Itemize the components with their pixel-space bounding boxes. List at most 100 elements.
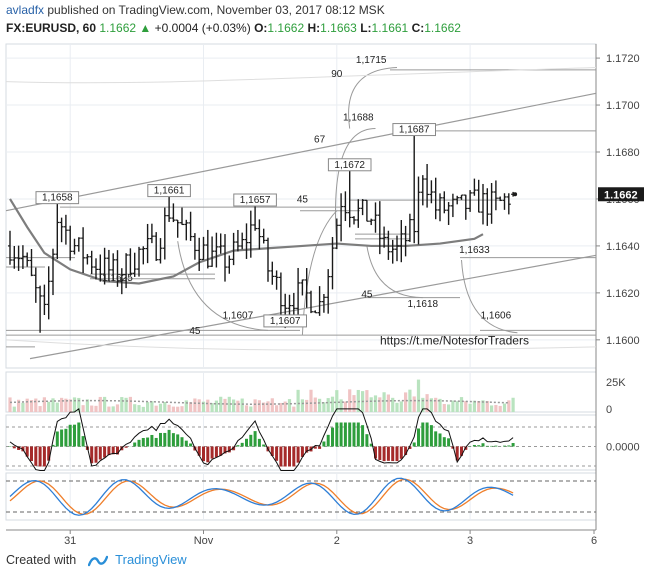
volume-bar [494, 404, 498, 412]
macd-histogram-bar [292, 446, 296, 467]
volume-bar [421, 397, 425, 412]
volume-bar [382, 392, 386, 412]
ohlc-bar [227, 255, 232, 274]
ohlc-bar [326, 269, 331, 314]
macd-histogram-bar [429, 425, 433, 447]
macd-histogram-bar [137, 439, 141, 447]
low-value: 1.1661 [371, 21, 409, 35]
macd-histogram-bar [68, 424, 72, 447]
volume-bar [103, 396, 107, 412]
volume-bar [77, 397, 81, 412]
macd-histogram-bar [38, 446, 42, 467]
price-label-box [263, 314, 307, 328]
ohlc-bar [304, 268, 309, 308]
macd-histogram-bar [189, 443, 193, 447]
publisher-username[interactable]: avladfx [6, 3, 45, 17]
angle-label: 45 [361, 290, 373, 301]
volume-bar [412, 396, 416, 412]
macd-histogram-bar [352, 422, 356, 447]
ohlc-bar [278, 272, 283, 315]
volume-bar [12, 406, 16, 412]
ohlc-bar [412, 135, 417, 244]
macd-histogram-bar [348, 422, 352, 447]
ohlc-bar [321, 293, 326, 313]
macd-histogram-bar [262, 444, 266, 447]
volume-bar [343, 401, 347, 412]
ohlc-bar [339, 193, 344, 242]
angle-arc [366, 245, 423, 299]
time-axis: 31 Nov 2 3 6 [6, 529, 597, 545]
macd-histogram-bar [171, 433, 175, 447]
ohlc-bar [403, 225, 408, 257]
macd-line [9, 408, 514, 471]
ohlc-bar [8, 230, 12, 265]
macd-histogram-bar [116, 446, 119, 455]
macd-histogram-bar [249, 434, 253, 447]
ohlc-bar [468, 190, 473, 212]
ohlc-bar [481, 183, 485, 225]
volume-bar [115, 404, 120, 412]
volume-bar [193, 398, 197, 412]
macd-histogram-bar [490, 445, 494, 447]
macd-histogram-bar [12, 446, 16, 449]
macd-histogram-bar [447, 438, 451, 447]
trend-channel-upper [5, 92, 597, 212]
macd-histogram-bar [206, 446, 210, 463]
volume-bar [502, 403, 507, 412]
grid-layer [5, 43, 597, 521]
footer: Created with TradingView [6, 552, 187, 568]
macd-histogram-bar [111, 446, 115, 455]
ohlc-bar [442, 191, 447, 214]
macd-histogram-bar [133, 442, 137, 447]
ohlc-bar [438, 193, 442, 222]
macd-histogram-bar [313, 446, 317, 449]
macd-histogram-bar [270, 446, 274, 457]
ohlc-bar [463, 194, 468, 220]
volume-bar [120, 397, 124, 412]
ohlc-bar [472, 178, 477, 196]
volume-bar [38, 406, 42, 412]
volume-bar [477, 401, 481, 412]
macd-histogram-bar [107, 446, 111, 456]
macd-histogram-bar [365, 434, 369, 447]
symbol-label: FX:EURUSD, 60 [6, 21, 97, 35]
price-axis-tick-label: 1.1680 [606, 147, 640, 159]
ohlc-bar [485, 188, 490, 226]
price-label-text: 1,1607 [223, 311, 254, 322]
volume-bar [275, 405, 279, 412]
volume-bar [51, 398, 55, 412]
volume-bar [305, 399, 309, 412]
ohlc-bar [119, 268, 124, 295]
volume-bar [60, 397, 64, 412]
ohlc-bar [446, 202, 451, 225]
price-label-box [35, 191, 80, 205]
volume-bar [429, 398, 433, 412]
ohlc-bar [145, 223, 150, 264]
time-axis-tick-label: 2 [334, 535, 340, 545]
angle-arc [461, 259, 518, 334]
volume-bar [490, 405, 494, 412]
ohlc-bar [33, 267, 38, 303]
volume-bar [339, 399, 343, 412]
volume-bar [369, 397, 373, 412]
ohlc-chart[interactable]: 1.17201.17001.16801.16601.16401.16201.16… [0, 0, 650, 545]
volume-bar [180, 406, 184, 412]
ohlc-bar [154, 232, 159, 261]
macd-histogram-bar [296, 446, 300, 463]
macd-histogram-bar [434, 431, 438, 447]
volume-bar [270, 398, 274, 412]
macd-histogram-bar [425, 422, 429, 447]
price-label-text: 1,1657 [240, 195, 271, 206]
macd-histogram-bar [331, 427, 334, 447]
volume-bar [451, 400, 455, 412]
macd-histogram-bar [81, 436, 85, 447]
envelope-line [5, 66, 597, 84]
ohlc-bar [89, 250, 94, 275]
macd-histogram-bar [318, 446, 322, 449]
volume-bar [42, 397, 46, 412]
time-axis-tick-label: Nov [194, 535, 214, 545]
tradingview-brand[interactable]: TradingView [115, 552, 187, 567]
volume-bar [72, 397, 77, 412]
macd-histogram-bar [227, 446, 231, 453]
volume-bar [223, 398, 227, 412]
